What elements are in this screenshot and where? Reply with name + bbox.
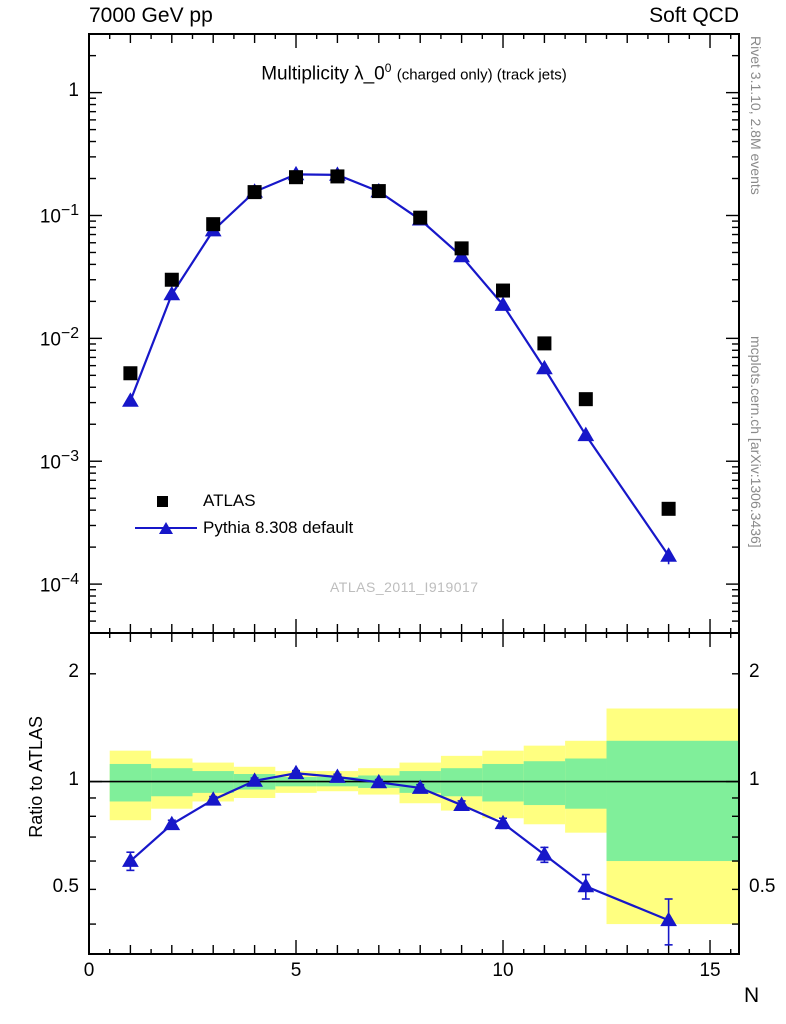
analysis-watermark: ATLAS_2011_I919017 [330, 579, 479, 595]
mc-marker-main [536, 359, 553, 375]
data-marker-main [289, 170, 304, 185]
title-main: Multiplicity λ_0 [261, 63, 385, 85]
mc-marker-ratio [660, 911, 677, 927]
triangle-line-marker-icon [135, 518, 197, 538]
data-marker-main [371, 184, 386, 199]
legend-label-pythia: Pythia 8.308 default [203, 517, 354, 537]
data-marker-main [661, 501, 676, 516]
legend-item-pythia[interactable]: Pythia 8.308 default [135, 514, 353, 541]
x-tick-label: 10 [492, 960, 514, 981]
mc-marker-ratio [329, 768, 346, 783]
mc-marker-ratio [246, 772, 263, 787]
ratio-band-stat [565, 758, 607, 809]
data-marker-main [123, 366, 138, 381]
data-marker-main [164, 272, 179, 287]
mc-marker-main [122, 392, 139, 407]
header-process-label: Soft QCD [649, 4, 739, 27]
main-y-tick-label: 1 [68, 79, 79, 101]
data-marker-main [578, 392, 593, 407]
mc-marker-ratio [411, 779, 429, 794]
ratio-y-tick-label-left: 1 [68, 768, 79, 790]
page-title: Multiplicity λ_00 (charged only) (track … [89, 61, 739, 85]
ratio-panel-frame [88, 632, 740, 955]
mc-marker-ratio [536, 846, 553, 861]
mc-marker-ratio [163, 815, 181, 831]
mc-marker-main [577, 426, 595, 442]
title-superscript: 0 [384, 61, 392, 75]
data-marker-main [206, 217, 221, 232]
ratio-band-stat [109, 763, 152, 802]
data-marker-main [537, 336, 552, 351]
ratio-y-tick-label-right: 1 [749, 768, 760, 790]
header-beam-label: 7000 GeV pp [89, 4, 213, 27]
main-y-tick-label: 10−4 [39, 571, 79, 597]
data-marker-main [454, 241, 469, 256]
data-marker-main [330, 169, 345, 184]
ratio-band-stat [523, 761, 566, 806]
mc-marker-ratio [494, 814, 512, 830]
legend-label-atlas: ATLAS [203, 490, 256, 510]
legend: ATLAS Pythia 8.308 default [135, 487, 353, 541]
main-panel-frame [88, 33, 740, 634]
x-axis-label: N [744, 984, 760, 1007]
mcplots-reference-label: mcplots.cern.ch [arXiv:1306.3436] [748, 336, 764, 548]
mc-marker-ratio [453, 796, 470, 811]
ratio-y-tick-label-right: 2 [749, 660, 760, 682]
main-y-tick-label: 10−2 [39, 325, 79, 351]
mc-marker-ratio [370, 773, 388, 789]
ratio-y-tick-label-left: 2 [68, 660, 79, 682]
mc-marker-main [494, 296, 512, 311]
main-y-tick-label: 10−3 [39, 448, 79, 474]
legend-item-atlas[interactable]: ATLAS [135, 487, 353, 514]
square-marker-icon [135, 491, 197, 511]
x-tick-label: 5 [290, 960, 302, 981]
data-marker-main [496, 283, 511, 298]
title-suffix: (charged only) (track jets) [396, 66, 567, 84]
data-marker-main [413, 210, 428, 225]
x-tick-label: 15 [699, 960, 721, 981]
data-marker-main [247, 185, 262, 200]
x-tick-label: 0 [83, 960, 95, 981]
mc-marker-ratio [287, 764, 305, 780]
ratio-band-stat [482, 763, 524, 802]
ratio-y-tick-label-right: 0.5 [749, 876, 776, 898]
rivet-version-label: Rivet 3.1.10, 2.8M events [748, 36, 764, 195]
mc-marker-ratio [122, 852, 139, 867]
main-y-tick-label: 10−1 [39, 202, 79, 228]
mc-marker-main [163, 285, 181, 301]
ratio-y-tick-label-left: 0.5 [52, 876, 79, 898]
mc-marker-ratio [204, 791, 222, 806]
mc-marker-main [660, 547, 677, 562]
mc-marker-ratio [577, 877, 595, 893]
ratio-band-stat [606, 740, 739, 862]
